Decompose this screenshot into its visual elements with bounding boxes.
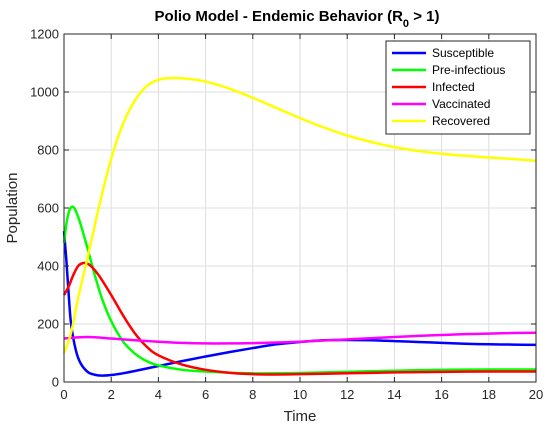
x-tick-label: 0 — [60, 387, 67, 402]
y-tick-label: 1200 — [30, 27, 59, 42]
legend-label-infected: Infected — [432, 80, 475, 94]
series-line-pre-infectious — [62, 205, 537, 375]
series-line-infected — [62, 261, 537, 376]
x-tick-label: 12 — [340, 387, 354, 402]
x-tick-label: 8 — [249, 387, 256, 402]
x-tick-label: 20 — [529, 387, 543, 402]
x-tick-label: 16 — [434, 387, 448, 402]
series-line-recovered — [62, 76, 537, 354]
y-tick-label: 600 — [37, 201, 59, 216]
legend-label-susceptible: Susceptible — [432, 46, 494, 60]
legend-label-recovered: Recovered — [432, 114, 490, 128]
chart-title: Polio Model - Endemic Behavior (R0 > 1) — [155, 8, 440, 30]
series-line-vaccinated — [63, 331, 537, 345]
legend: Susceptible Pre-infectious Infected Vaccina… — [385, 40, 531, 135]
x-tick-label: 6 — [202, 387, 209, 402]
y-tick-label: 0 — [52, 375, 59, 390]
y-axis-label: Population — [4, 173, 21, 244]
x-axis-label: Time — [284, 408, 317, 425]
y-tick-label: 800 — [37, 143, 59, 158]
legend-label-pre-infectious: Pre-infectious — [432, 63, 505, 77]
x-tick-label: 18 — [482, 387, 496, 402]
y-tick-label: 200 — [37, 317, 59, 332]
y-tick-label: 400 — [37, 259, 59, 274]
x-tick-label: 4 — [155, 387, 162, 402]
x-tick-label: 14 — [387, 387, 401, 402]
title-subscript: 0 — [403, 18, 409, 30]
x-tick-label: 10 — [293, 387, 307, 402]
x-tick-label: 2 — [108, 387, 115, 402]
series-line-susceptible — [62, 231, 537, 377]
series-lines — [62, 76, 537, 377]
legend-label-vaccinated: Vaccinated — [432, 97, 490, 111]
y-tick-label: 1000 — [30, 85, 59, 100]
